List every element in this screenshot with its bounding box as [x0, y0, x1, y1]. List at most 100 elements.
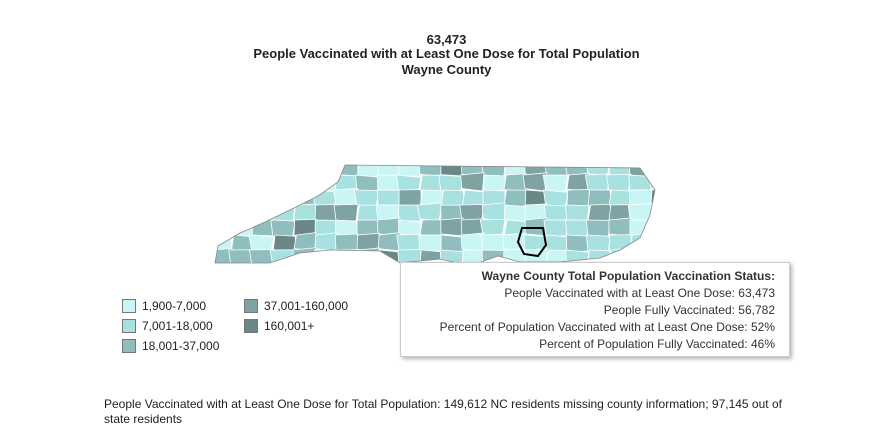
- county[interactable]: [208, 203, 233, 222]
- county[interactable]: [376, 264, 401, 281]
- county[interactable]: [543, 219, 569, 237]
- header-title: People Vaccinated with at Least One Dose…: [253, 46, 640, 61]
- county[interactable]: [542, 174, 569, 192]
- county[interactable]: [565, 234, 590, 253]
- county[interactable]: [210, 173, 233, 192]
- county[interactable]: [293, 188, 318, 207]
- county[interactable]: [440, 159, 464, 177]
- legend-swatch: [244, 319, 258, 333]
- county[interactable]: [564, 204, 590, 223]
- county[interactable]: [314, 249, 338, 266]
- county[interactable]: [269, 249, 296, 266]
- county[interactable]: [335, 158, 359, 177]
- legend-item: 18,001-37,000: [122, 339, 219, 353]
- county[interactable]: [293, 262, 317, 281]
- county[interactable]: [397, 204, 422, 222]
- legend-swatch: [122, 339, 136, 353]
- county[interactable]: [209, 218, 233, 237]
- county[interactable]: [208, 189, 233, 207]
- county[interactable]: [292, 247, 317, 266]
- county[interactable]: [230, 160, 254, 177]
- county[interactable]: [270, 219, 296, 238]
- county[interactable]: [230, 189, 254, 207]
- county[interactable]: [271, 264, 296, 281]
- state-outline: [214, 164, 656, 267]
- county[interactable]: [416, 202, 443, 222]
- county[interactable]: [271, 160, 296, 178]
- county[interactable]: [440, 189, 466, 208]
- county[interactable]: [376, 189, 401, 207]
- county[interactable]: [502, 232, 527, 252]
- county[interactable]: [418, 234, 443, 252]
- county[interactable]: [482, 174, 507, 193]
- legend-label: 1,900-7,000: [142, 299, 207, 313]
- county[interactable]: [629, 219, 653, 237]
- tooltip-line: Percent of Population Vaccinated with at…: [439, 320, 775, 334]
- county[interactable]: [314, 158, 339, 177]
- county[interactable]: [210, 158, 233, 177]
- county[interactable]: [565, 219, 590, 237]
- county[interactable]: [398, 189, 422, 207]
- county[interactable]: [334, 233, 359, 252]
- county[interactable]: [228, 249, 254, 266]
- county[interactable]: [605, 173, 632, 192]
- county[interactable]: [356, 262, 381, 281]
- county[interactable]: [272, 174, 299, 194]
- legend-label: 37,001-160,000: [264, 299, 349, 313]
- county[interactable]: [566, 189, 591, 207]
- county[interactable]: [650, 187, 674, 207]
- legend-label: 7,001-18,000: [142, 319, 213, 333]
- county[interactable]: [608, 217, 632, 237]
- county[interactable]: [293, 174, 318, 192]
- county[interactable]: [650, 233, 673, 252]
- county[interactable]: [251, 264, 275, 282]
- county[interactable]: [440, 217, 464, 237]
- header-subtitle: Wayne County: [401, 62, 492, 77]
- county[interactable]: [396, 233, 422, 252]
- county[interactable]: [650, 204, 674, 224]
- county[interactable]: [460, 172, 485, 192]
- county[interactable]: [290, 160, 317, 177]
- legend-label: 160,001+: [264, 319, 315, 333]
- tooltip-line: People Vaccinated with at Least One Dose…: [504, 286, 775, 300]
- county[interactable]: [251, 202, 275, 222]
- county[interactable]: [333, 203, 359, 222]
- tooltip-title: Wayne County Total Population Vaccinatio…: [481, 269, 775, 283]
- county[interactable]: [650, 160, 673, 179]
- county[interactable]: [251, 189, 276, 207]
- county[interactable]: [481, 159, 506, 177]
- county[interactable]: [334, 264, 359, 283]
- county[interactable]: [251, 160, 277, 177]
- county[interactable]: [585, 219, 611, 237]
- county[interactable]: [314, 264, 339, 282]
- county[interactable]: [418, 158, 443, 177]
- county[interactable]: [481, 202, 506, 222]
- county[interactable]: [440, 234, 464, 254]
- county[interactable]: [438, 174, 464, 193]
- wayne-county[interactable]: [516, 227, 548, 258]
- county[interactable]: [608, 234, 633, 252]
- county[interactable]: [335, 249, 361, 266]
- legend-swatch: [122, 319, 136, 333]
- tooltip: Wayne County Total Population Vaccinatio…: [400, 262, 790, 357]
- county[interactable]: [271, 189, 296, 209]
- counties: [208, 158, 674, 283]
- county[interactable]: [398, 160, 422, 177]
- county[interactable]: [230, 172, 255, 192]
- county[interactable]: [650, 217, 674, 237]
- county[interactable]: [248, 249, 275, 266]
- county[interactable]: [208, 263, 233, 281]
- county[interactable]: [648, 172, 673, 192]
- legend-label: 18,001-37,000: [142, 339, 220, 353]
- county[interactable]: [229, 202, 254, 222]
- county[interactable]: [587, 189, 613, 207]
- county[interactable]: [480, 233, 506, 252]
- county[interactable]: [314, 232, 339, 252]
- county[interactable]: [251, 174, 277, 194]
- county[interactable]: [227, 262, 254, 281]
- footnote: People Vaccinated with at Least One Dose…: [104, 397, 782, 426]
- header-value: 63,473: [426, 32, 467, 47]
- county[interactable]: [313, 173, 338, 192]
